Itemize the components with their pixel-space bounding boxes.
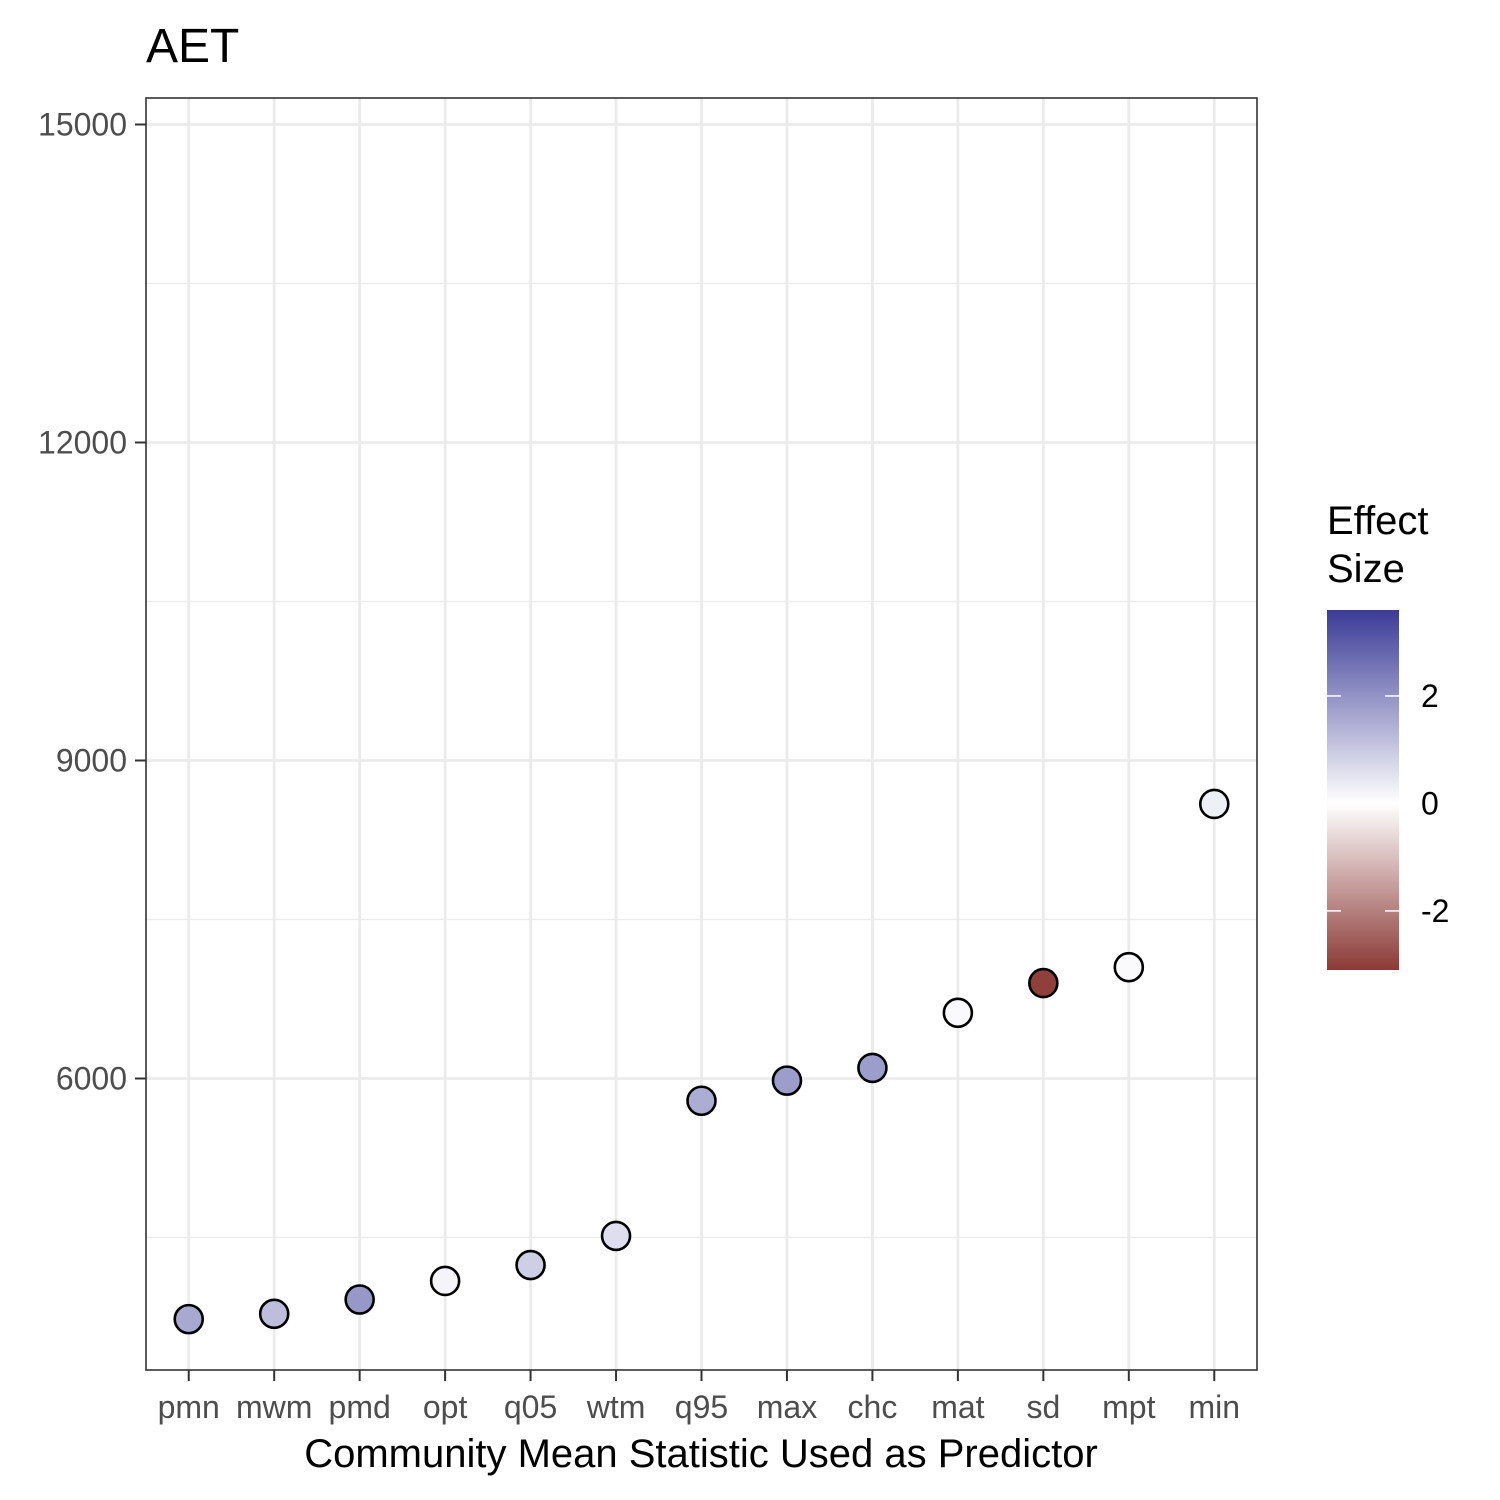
x-tick-label: opt — [423, 1389, 468, 1425]
y-tick-label: 15000 — [38, 107, 127, 143]
x-tick-label: q05 — [504, 1389, 557, 1425]
data-point-q95 — [686, 1085, 717, 1117]
x-tick-label: wtm — [586, 1389, 646, 1425]
legend-tick-label: 2 — [1421, 678, 1439, 714]
y-axis: 6000 9000 12000 15000 — [38, 107, 146, 1097]
data-point-min — [1198, 788, 1230, 820]
data-point-wtm — [600, 1220, 632, 1252]
y-tick-label: 9000 — [56, 743, 127, 779]
legend-title-line2: Size — [1327, 547, 1405, 591]
x-tick-label: q95 — [675, 1389, 728, 1425]
legend: Effect Size -2 0 2 — [1327, 499, 1449, 970]
x-tick-label: mwm — [236, 1389, 312, 1425]
data-point-opt — [429, 1265, 461, 1297]
x-tick-label: pmn — [158, 1389, 220, 1425]
x-tick-label: min — [1188, 1389, 1240, 1425]
x-tick-label: max — [757, 1389, 817, 1425]
legend-title-line1: Effect — [1327, 499, 1429, 543]
x-axis: pmn mwm pmd opt q05 wtm q95 max chc mat sd mpt min — [158, 1370, 1240, 1425]
chart-title: AET — [146, 20, 239, 73]
y-tick-label: 6000 — [56, 1061, 127, 1097]
y-tick-label: 12000 — [38, 425, 127, 461]
legend-colorbar — [1327, 610, 1399, 970]
legend-tick-label: 0 — [1421, 785, 1439, 821]
points-layer — [173, 788, 1230, 1335]
x-tick-label: mat — [931, 1389, 984, 1425]
x-tick-label: mpt — [1102, 1389, 1155, 1425]
legend-tick-label: -2 — [1421, 893, 1449, 929]
data-point-pmd — [344, 1284, 375, 1315]
data-point-mpt — [1113, 951, 1145, 983]
data-point-chc — [857, 1052, 888, 1084]
data-point-max — [771, 1065, 803, 1096]
x-tick-label: pmd — [329, 1389, 391, 1425]
x-tick-label: sd — [1026, 1389, 1060, 1425]
legend-ticks: -2 0 2 — [1327, 678, 1449, 929]
data-point-pmn — [173, 1303, 205, 1335]
x-tick-label: chc — [848, 1389, 898, 1425]
data-point-sd — [1028, 967, 1059, 999]
grid-layer — [146, 98, 1257, 1370]
x-axis-title: Community Mean Statistic Used as Predict… — [304, 1432, 1098, 1476]
data-point-q05 — [515, 1249, 546, 1281]
data-point-mwm — [258, 1298, 290, 1330]
data-point-mat — [942, 997, 974, 1029]
